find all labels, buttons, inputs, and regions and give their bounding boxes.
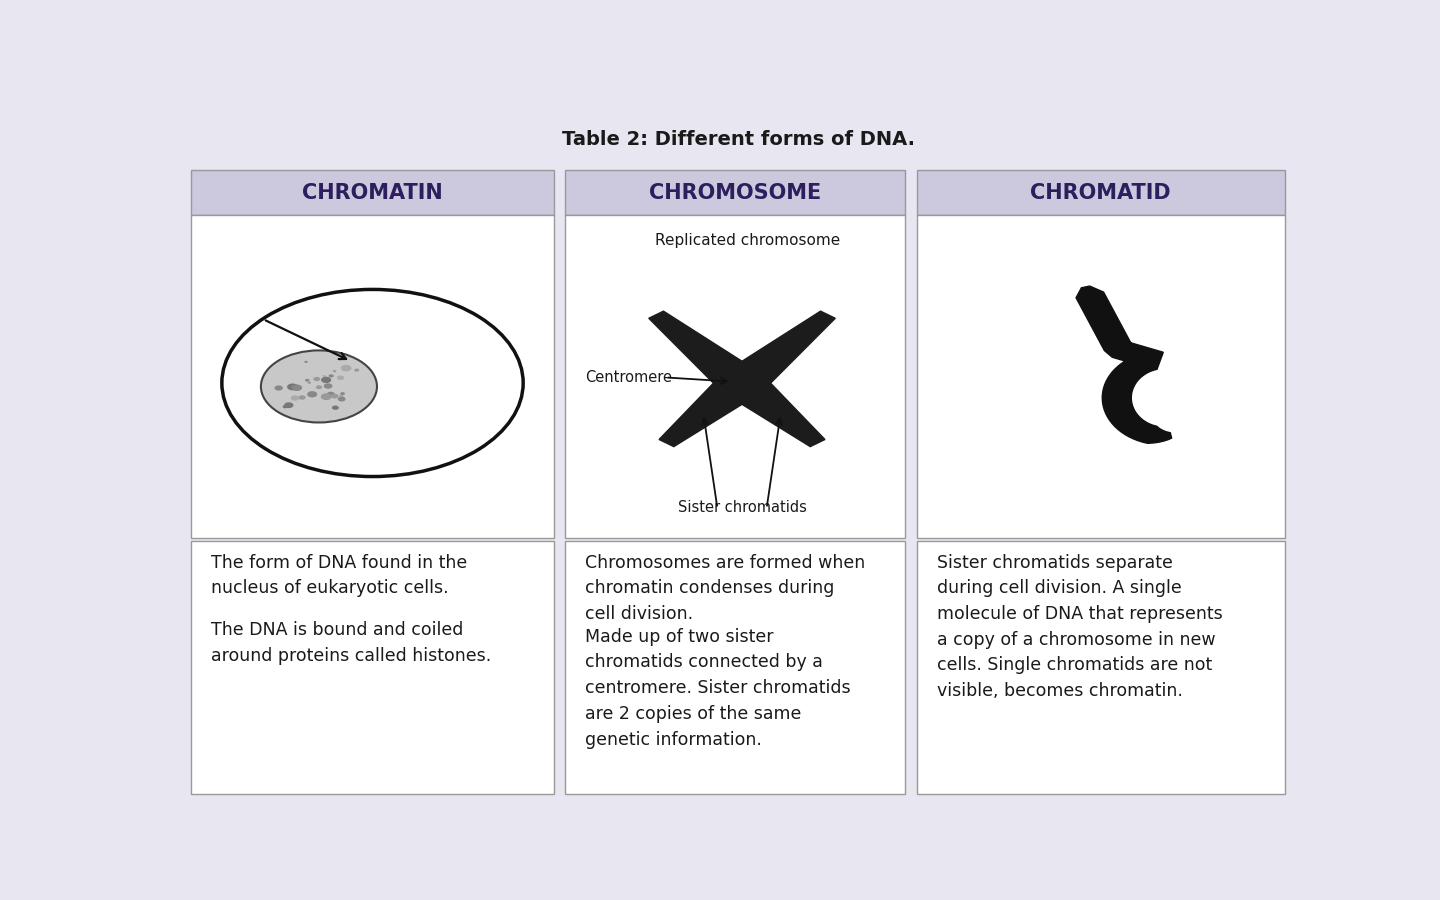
Circle shape [354,369,359,372]
Bar [733,377,750,389]
Polygon shape [649,311,762,392]
Text: The form of DNA found in the
nucleus of eukaryotic cells.: The form of DNA found in the nucleus of … [212,554,468,598]
Circle shape [338,394,344,398]
Circle shape [324,383,333,389]
Circle shape [304,361,308,363]
Text: Sister chromatids separate
during cell division. A single
molecule of DNA that r: Sister chromatids separate during cell d… [936,554,1223,700]
Circle shape [291,384,302,391]
Circle shape [275,385,282,391]
Bar [564,541,906,794]
Bar [564,215,906,537]
Bar [917,215,1284,537]
Text: CHROMATIN: CHROMATIN [302,183,444,202]
Circle shape [314,377,320,382]
Polygon shape [1076,286,1172,444]
Bar [192,170,554,215]
Circle shape [298,395,305,400]
Text: Table 2: Different forms of DNA.: Table 2: Different forms of DNA. [562,130,914,148]
Circle shape [337,375,344,380]
Polygon shape [723,311,835,392]
Circle shape [321,377,331,383]
Circle shape [282,405,288,409]
Text: CHROMATID: CHROMATID [1031,183,1171,202]
Circle shape [327,392,336,397]
Text: CHROMOSOME: CHROMOSOME [649,183,821,202]
Text: Made up of two sister
chromatids connected by a
centromere. Sister chromatids
ar: Made up of two sister chromatids connect… [585,628,851,749]
Text: Centromere: Centromere [585,370,672,385]
Bar [192,541,554,794]
Circle shape [331,406,338,410]
Circle shape [340,392,346,395]
Bar [564,170,906,215]
Polygon shape [660,374,762,446]
Circle shape [328,374,334,377]
Circle shape [291,395,300,400]
Circle shape [307,392,317,398]
Text: Chromosomes are formed when
chromatin condenses during
cell division.: Chromosomes are formed when chromatin co… [585,554,865,623]
Circle shape [287,383,298,391]
Circle shape [321,393,331,400]
Text: Sister chromatids: Sister chromatids [678,500,806,516]
Bar [192,215,554,537]
Text: Replicated chromosome: Replicated chromosome [655,233,840,248]
Circle shape [315,385,323,389]
Circle shape [305,379,310,382]
Circle shape [308,382,311,383]
Circle shape [341,364,351,372]
Bar [917,541,1284,794]
Circle shape [338,397,346,401]
Text: The DNA is bound and coiled
around proteins called histones.: The DNA is bound and coiled around prote… [212,621,491,664]
Circle shape [333,370,337,373]
Bar [917,170,1284,215]
Circle shape [331,394,338,399]
Circle shape [261,350,377,422]
Polygon shape [723,374,825,446]
Circle shape [323,375,325,377]
Circle shape [284,402,294,408]
